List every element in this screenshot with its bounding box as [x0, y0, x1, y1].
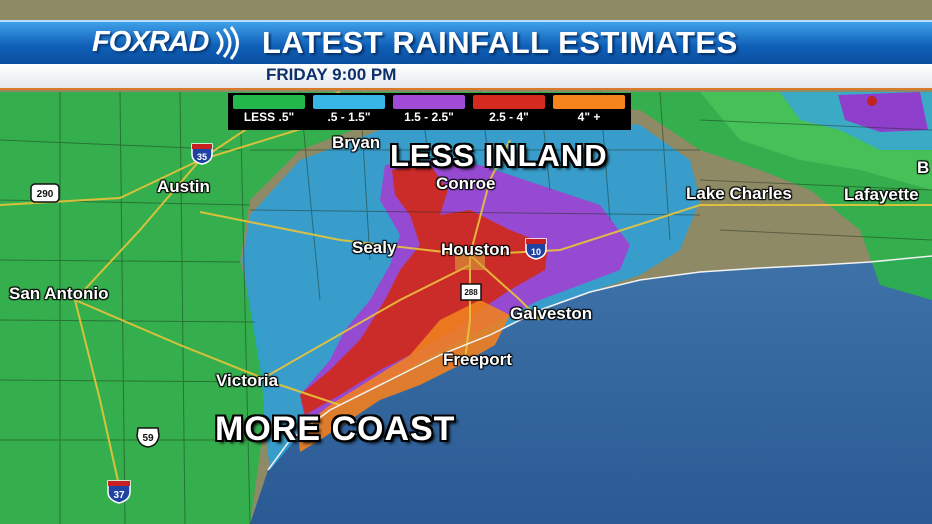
legend-item: 4" + [550, 95, 628, 128]
city-label-bryan: Bryan [332, 133, 381, 152]
legend-label: 2.5 - 4" [489, 110, 529, 124]
legend-swatch [233, 95, 305, 109]
legend-item: LESS .5" [230, 95, 308, 128]
shield-number: 35 [197, 152, 207, 162]
city-label-edge: B [917, 158, 930, 177]
banner-white-bar [0, 64, 932, 90]
rainfall-legend: LESS .5" .5 - 1.5" 1.5 - 2.5" 2.5 - 4" 4… [228, 93, 631, 130]
caption-less-inland: LESS INLAND [390, 138, 608, 173]
shield-number: 59 [142, 433, 154, 444]
legend-label: LESS .5" [243, 110, 295, 124]
city-label-lake-charles: Lake Charles [686, 184, 792, 203]
radar-waves-icon [215, 26, 239, 60]
legend-item: .5 - 1.5" [310, 95, 388, 128]
timestamp-label: FRIDAY 9:00 PM [266, 65, 397, 84]
legend-swatch [473, 95, 545, 109]
shield-number: 290 [37, 189, 54, 200]
shield-number: 288 [464, 288, 478, 297]
us-59-shield: 59 [136, 427, 160, 448]
legend-swatch [393, 95, 465, 109]
caption-more-coast: MORE COAST [215, 410, 456, 448]
city-label-lafayette: Lafayette [844, 185, 919, 204]
shield-number: 10 [531, 247, 541, 257]
houston-urban-area [455, 250, 485, 270]
city-label-houston: Houston [441, 240, 510, 259]
city-label-conroe: Conroe [436, 174, 496, 193]
county-lines [0, 91, 932, 524]
rain-orange [298, 300, 510, 452]
interstate-35-shield: 35 [191, 143, 213, 165]
title-banner: FOXRAD LATEST RAINFALL ESTIMATES FRIDAY … [0, 20, 932, 92]
city-label-san-antonio: San Antonio [9, 284, 109, 303]
legend-swatch [313, 95, 385, 109]
gulf-water [250, 256, 932, 524]
legend-label: 4" + [577, 110, 601, 124]
shield-number: 37 [113, 490, 125, 501]
rain-red-ne [867, 96, 877, 106]
interstate-37-shield: 37 [107, 480, 131, 504]
legend-label: .5 - 1.5" [327, 110, 371, 124]
legend-swatch [553, 95, 625, 109]
foxrad-logo: FOXRAD [92, 26, 209, 58]
city-label-galveston: Galveston [510, 304, 593, 323]
interstate-10-shield: 10 [525, 238, 547, 260]
legend-item: 1.5 - 2.5" [390, 95, 468, 128]
banner-blue-bar [0, 20, 932, 66]
rain-purple-ne [838, 92, 928, 132]
city-label-sealy: Sealy [352, 238, 397, 257]
rain-green [0, 92, 932, 524]
city-label-freeport: Freeport [443, 350, 512, 369]
legend-item: 2.5 - 4" [470, 95, 548, 128]
page-title: LATEST RAINFALL ESTIMATES [262, 25, 738, 60]
coastline [267, 255, 932, 471]
us-290-shield: 290 [30, 183, 60, 203]
legend-label: 1.5 - 2.5" [404, 110, 454, 124]
rain-red [300, 165, 548, 415]
city-label-austin: Austin [157, 177, 210, 196]
sh-288-shield: 288 [460, 283, 482, 301]
city-label-victoria: Victoria [216, 371, 279, 390]
